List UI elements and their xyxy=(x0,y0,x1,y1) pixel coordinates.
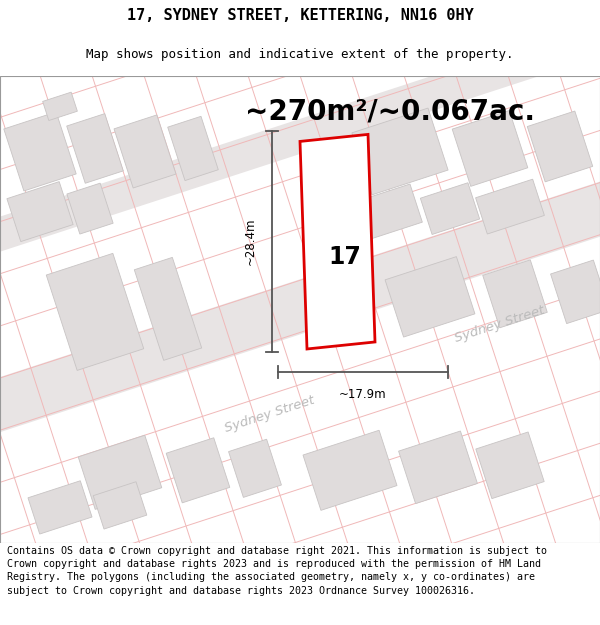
Polygon shape xyxy=(0,178,600,436)
Text: Map shows position and indicative extent of the property.: Map shows position and indicative extent… xyxy=(86,48,514,61)
Polygon shape xyxy=(67,114,123,183)
Polygon shape xyxy=(4,112,76,191)
Polygon shape xyxy=(551,260,600,324)
Text: Sydney Street: Sydney Street xyxy=(223,394,317,435)
Polygon shape xyxy=(527,111,593,182)
Polygon shape xyxy=(421,182,479,234)
Polygon shape xyxy=(300,134,375,349)
Text: 17: 17 xyxy=(329,245,361,269)
Polygon shape xyxy=(229,439,281,498)
Text: 17, SYDNEY STREET, KETTERING, NN16 0HY: 17, SYDNEY STREET, KETTERING, NN16 0HY xyxy=(127,8,473,22)
Text: Contains OS data © Crown copyright and database right 2021. This information is : Contains OS data © Crown copyright and d… xyxy=(7,546,547,596)
Polygon shape xyxy=(483,260,547,328)
Polygon shape xyxy=(93,482,147,529)
Text: ~28.4m: ~28.4m xyxy=(244,218,257,266)
Polygon shape xyxy=(358,184,422,239)
Polygon shape xyxy=(476,179,544,234)
Polygon shape xyxy=(398,431,478,504)
Polygon shape xyxy=(385,257,475,337)
Polygon shape xyxy=(476,432,544,499)
Polygon shape xyxy=(452,111,528,186)
Text: Sydney Street: Sydney Street xyxy=(454,303,547,344)
Polygon shape xyxy=(166,438,230,503)
Polygon shape xyxy=(114,115,176,188)
Polygon shape xyxy=(303,430,397,511)
Polygon shape xyxy=(46,253,144,371)
Text: ~270m²/~0.067ac.: ~270m²/~0.067ac. xyxy=(245,98,535,126)
Polygon shape xyxy=(352,108,448,195)
Text: ~17.9m: ~17.9m xyxy=(339,388,387,401)
Polygon shape xyxy=(7,182,73,242)
Polygon shape xyxy=(78,435,162,509)
Polygon shape xyxy=(43,92,77,121)
Polygon shape xyxy=(0,18,600,255)
Polygon shape xyxy=(28,481,92,534)
Polygon shape xyxy=(134,258,202,361)
Polygon shape xyxy=(67,183,113,234)
Polygon shape xyxy=(168,116,218,181)
